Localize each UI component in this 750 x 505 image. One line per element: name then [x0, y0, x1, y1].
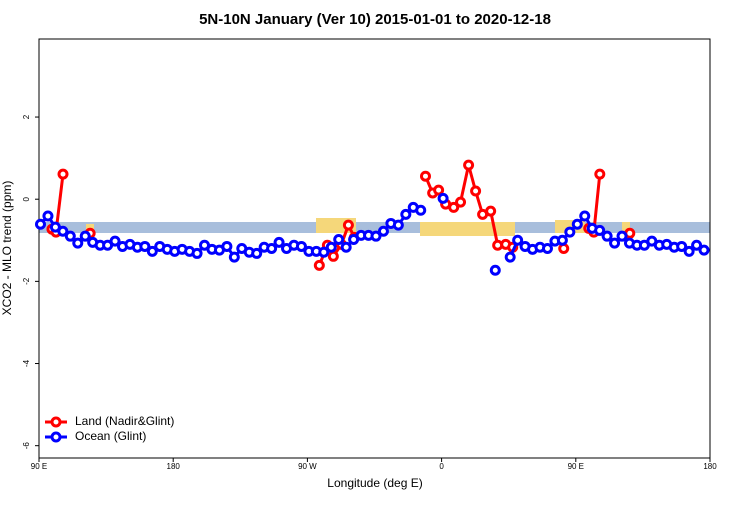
data-point: [370, 230, 382, 242]
y-tick-label: -6: [22, 442, 31, 450]
data-point: [34, 218, 46, 230]
legend-label: Land (Nadir&Glint): [75, 414, 174, 428]
data-point: [556, 234, 568, 246]
data-point: [109, 235, 121, 247]
data-point: [470, 185, 482, 197]
data-point: [489, 264, 501, 276]
x-tick-label: 90 W: [298, 462, 317, 471]
data-point: [504, 251, 516, 263]
y-axis-label: XCO2 - MLO trend (ppm): [0, 181, 14, 316]
data-point: [333, 233, 345, 245]
data-point: [558, 243, 570, 254]
data-point: [72, 237, 84, 249]
data-point: [251, 247, 263, 259]
data-point: [609, 237, 621, 249]
data-point: [295, 240, 307, 252]
legend-marker: [50, 416, 62, 428]
y-tick-label: -4: [22, 359, 31, 367]
data-point: [691, 239, 703, 251]
land-patch: [420, 222, 515, 236]
data-point: [57, 168, 69, 180]
y-tick-label: -2: [22, 277, 31, 285]
data-point: [327, 250, 339, 262]
data-point: [228, 251, 240, 263]
data-point: [433, 184, 445, 196]
data-point: [221, 240, 233, 252]
x-tick-label: 90 E: [31, 462, 47, 471]
data-point: [564, 226, 576, 238]
data-point: [318, 246, 330, 258]
data-point: [392, 219, 404, 231]
data-point: [463, 159, 475, 171]
x-tick-label: 180: [703, 462, 717, 471]
data-point: [616, 230, 628, 242]
data-point: [541, 243, 553, 254]
data-point: [485, 205, 497, 217]
data-point: [191, 247, 203, 259]
land-patch: [622, 222, 630, 233]
data-point: [594, 224, 606, 236]
x-tick-label: 90 E: [568, 462, 584, 471]
data-point: [342, 219, 354, 231]
x-tick-label: 0: [439, 462, 444, 471]
data-point: [57, 225, 69, 237]
data-point: [64, 230, 76, 242]
data-point: [266, 243, 278, 254]
data-point: [676, 240, 688, 252]
data-point: [448, 201, 460, 213]
data-point: [79, 230, 91, 242]
data-point: [146, 245, 158, 257]
legend-label: Ocean (Glint): [75, 429, 146, 443]
x-axis-label: Longitude (deg E): [327, 476, 422, 490]
y-tick-label: 2: [22, 114, 31, 119]
ocean-band: [39, 222, 710, 233]
data-point: [313, 259, 325, 271]
data-point: [683, 245, 695, 257]
data-point: [512, 234, 524, 246]
data-point: [377, 225, 389, 237]
data-point: [42, 210, 54, 222]
x-tick-label: 180: [167, 462, 181, 471]
data-point: [455, 196, 467, 208]
data-point: [579, 210, 591, 222]
legend-marker: [50, 431, 62, 443]
y-tick-label: 0: [22, 196, 31, 201]
data-point: [698, 244, 710, 256]
data-point: [415, 204, 427, 216]
data-point: [340, 241, 352, 253]
data-point: [419, 170, 431, 182]
plot-frame: [38, 38, 711, 459]
data-point: [139, 240, 151, 252]
data-point: [594, 168, 606, 180]
data-point: [400, 208, 412, 220]
data-point: [437, 192, 449, 204]
data-point: [571, 218, 583, 230]
chart-title: 5N-10N January (Ver 10) 2015-01-01 to 20…: [199, 11, 551, 28]
data-point: [273, 236, 285, 248]
data-point: [601, 230, 613, 242]
data-point: [325, 241, 337, 253]
